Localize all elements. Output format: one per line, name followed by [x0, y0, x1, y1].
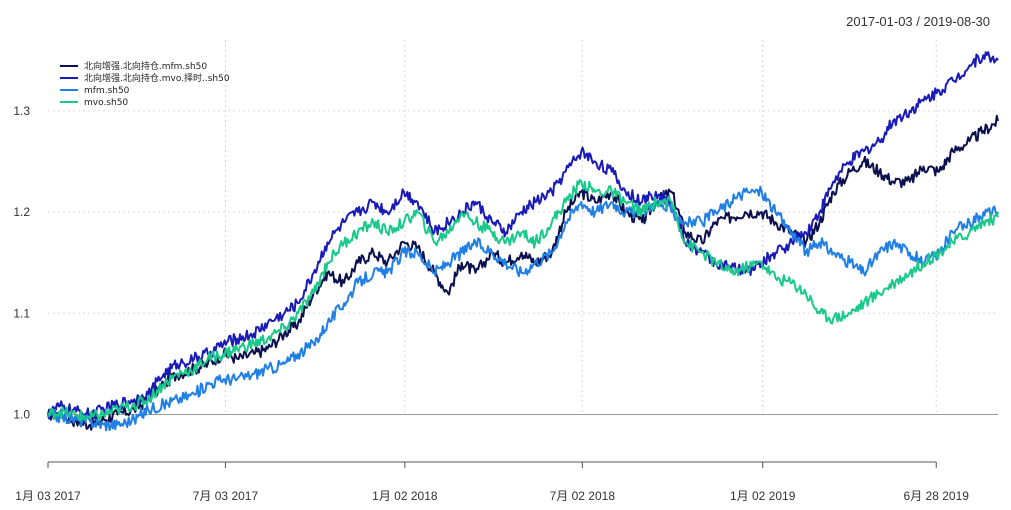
series-line-3: [47, 178, 999, 422]
date-range-label: 2017-01-03 / 2019-08-30: [846, 14, 990, 29]
legend-label-1: 北向增强.北向持仓.mvo.择时..sh50: [84, 72, 230, 84]
x-tick-label-4: 1月 02 2019: [730, 489, 796, 503]
series-line-2: [47, 185, 999, 432]
y-tick-label-3: 1.3: [13, 104, 30, 118]
y-tick-label-2: 1.2: [13, 205, 30, 219]
x-tick-label-5: 6月 28 2019: [904, 489, 970, 503]
y-tick-label-0: 1.0: [13, 408, 30, 422]
y-axis: 1.0 1.1 1.2 1.3: [13, 104, 30, 422]
x-tick-label-2: 1月 02 2018: [372, 489, 438, 503]
x-tick-label-0: 1月 03 2017: [15, 489, 81, 503]
series-line-0: [47, 114, 999, 431]
legend-label-2: mfm.sh50: [84, 86, 130, 96]
y-tick-label-1: 1.1: [13, 306, 30, 320]
legend-label-3: mvo.sh50: [84, 98, 128, 108]
x-axis: 1月 03 2017 7月 03 2017 1月 02 2018 7月 02 2018…: [15, 461, 970, 503]
series-lines: [47, 51, 999, 432]
legend-label-0: 北向增强.北向持仓.mfm.sh50: [84, 60, 207, 72]
x-tick-label-1: 7月 03 2017: [193, 489, 259, 503]
legend: 北向增强.北向持仓.mfm.sh50北向增强.北向持仓.mvo.择时..sh50…: [60, 60, 230, 108]
x-tick-label-3: 7月 02 2018: [550, 489, 616, 503]
series-line-1: [47, 51, 999, 420]
